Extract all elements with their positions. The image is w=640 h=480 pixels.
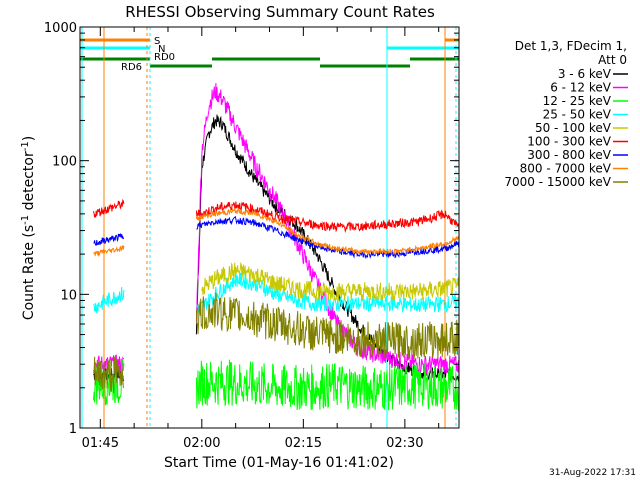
series-25-50-keV xyxy=(93,272,460,314)
y-axis-label: Count Rate (s-1 detector-1) xyxy=(20,136,37,320)
flag-label-night: N xyxy=(158,44,165,55)
legend-entry-label: 300 - 800 keV xyxy=(527,148,611,162)
series-50-100-keV xyxy=(201,261,460,302)
series-trace xyxy=(93,292,460,393)
y-axis: 1 10 100 1000 xyxy=(44,21,459,437)
legend-entry-label: 3 - 6 keV xyxy=(558,67,612,81)
legend-header-line-2: Att 0 xyxy=(598,53,627,67)
series-800-7000-keV xyxy=(93,207,460,258)
x-tick-label: 02:00 xyxy=(183,436,220,451)
legend-entry-label: 50 - 100 keV xyxy=(535,121,612,135)
series-100-300-keV xyxy=(93,198,460,234)
y-tick-label: 1000 xyxy=(44,21,77,36)
x-tick-label: 02:30 xyxy=(386,436,423,451)
series-trace xyxy=(93,272,460,314)
y-tick-label: 100 xyxy=(52,155,77,170)
series-trace xyxy=(201,261,460,302)
y-tick-label: 1 xyxy=(69,422,77,437)
legend-entry-label: 7000 - 15000 keV xyxy=(504,175,611,189)
x-tick-label: 01:45 xyxy=(82,436,119,451)
legend-entry-label: 25 - 50 keV xyxy=(543,108,612,122)
legend-entry-label: 12 - 25 keV xyxy=(543,94,612,108)
flag-label-saa: S xyxy=(154,36,160,47)
x-axis-label: Start Time (01-May-16 01:41:02) xyxy=(164,455,394,471)
x-axis: 01:45 02:00 02:15 02:30 xyxy=(82,27,440,451)
flag-label-rd6: RD6 xyxy=(121,62,142,73)
y-tick-label: 10 xyxy=(60,288,77,303)
footer-date: 31-Aug-2022 17:31 xyxy=(549,468,636,478)
chart-title: RHESSI Observing Summary Count Rates xyxy=(125,3,435,21)
x-tick-label: 02:15 xyxy=(285,436,322,451)
series-trace xyxy=(93,207,460,258)
legend-entry-label: 6 - 12 keV xyxy=(550,81,612,95)
legend-entry-label: 800 - 7000 keV xyxy=(520,162,612,176)
legend-entry-label: 100 - 300 keV xyxy=(527,135,611,149)
flag-label-rd0: RD0 xyxy=(154,52,175,63)
series-7000-15000-keV xyxy=(93,292,460,393)
series-trace xyxy=(93,198,460,234)
legend-header-line-1: Det 1,3, FDecim 1, xyxy=(515,39,627,53)
